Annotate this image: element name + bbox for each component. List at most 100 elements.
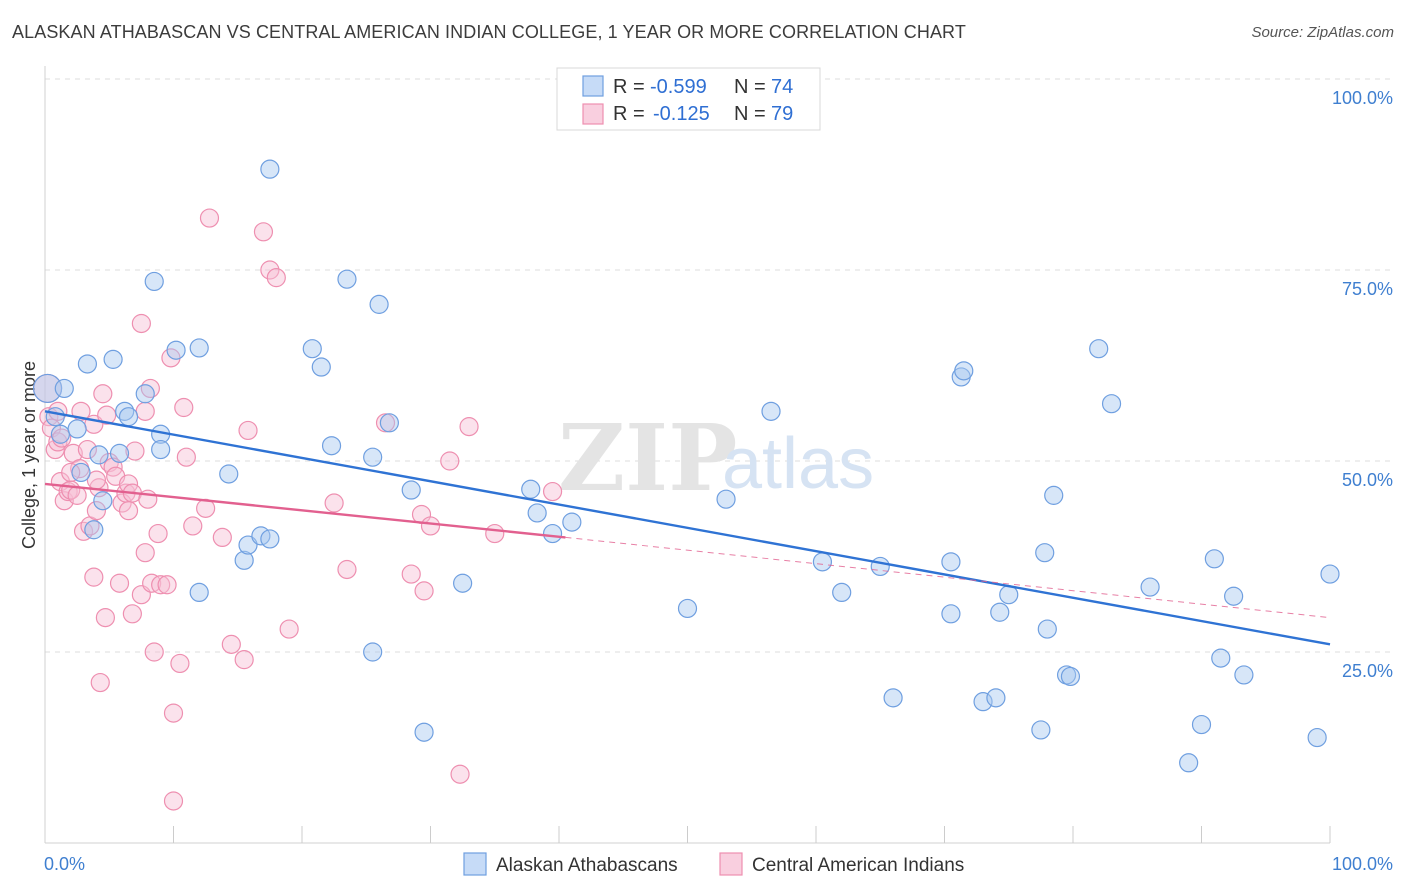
y-axis-label: College, 1 year or more <box>19 361 39 549</box>
blue-point-68 <box>1204 549 1224 569</box>
legend-r-value-2: -0.125 <box>653 103 710 125</box>
pink-point-75 <box>97 405 117 425</box>
x-tick-label-100: 100.0% <box>1332 854 1393 874</box>
blue-point-41 <box>562 512 582 532</box>
blue-point-52 <box>954 361 974 381</box>
blue-point-40 <box>542 523 563 544</box>
blue-point-0 <box>32 373 63 404</box>
axes <box>44 66 1331 844</box>
legend-n-value-2: 79 <box>771 103 793 125</box>
blue-point-34 <box>379 413 399 433</box>
blue-point-5 <box>71 462 91 483</box>
trend-lines <box>44 410 1331 646</box>
pink-point-33 <box>122 604 142 624</box>
blue-point-20 <box>189 582 209 603</box>
pink-point-34 <box>125 441 145 461</box>
pink-point-63 <box>324 493 344 513</box>
pink-point-77 <box>61 462 81 483</box>
pink-point-15 <box>77 439 98 460</box>
blue-point-25 <box>260 529 280 549</box>
pink-point-71 <box>450 764 470 784</box>
pink-point-18 <box>84 567 104 587</box>
blue-point-12 <box>115 401 135 421</box>
blue-point-54 <box>986 688 1006 708</box>
blue-trend-line <box>44 410 1331 646</box>
pink-point-61 <box>279 619 299 639</box>
watermark-zip: ZIP <box>558 404 737 512</box>
chart-title: ALASKAN ATHABASCAN VS CENTRAL AMERICAN I… <box>12 22 966 42</box>
blue-point-58 <box>1035 543 1055 563</box>
pink-point-23 <box>95 608 115 628</box>
pink-point-50 <box>176 447 196 467</box>
blue-point-47 <box>870 556 890 577</box>
blue-point-1 <box>45 407 65 427</box>
pink-point-53 <box>199 208 220 228</box>
blue-point-67 <box>1191 714 1212 735</box>
pink-point-59 <box>260 260 280 280</box>
bottom-legend-label-2: Central American Indians <box>752 855 964 876</box>
blue-point-27 <box>302 339 322 359</box>
blue-point-66 <box>1179 753 1199 773</box>
x-tick-label-0: 0.0% <box>44 854 85 874</box>
blue-point-11 <box>109 443 130 463</box>
watermark-atlas: atlas <box>722 424 874 504</box>
blue-point-42 <box>677 598 698 619</box>
legend-r-label-2: R = <box>613 103 645 125</box>
pink-point-54 <box>212 527 232 548</box>
legend-swatch-blue <box>582 75 604 97</box>
blue-point-69 <box>1211 648 1231 668</box>
y-tick-label-50: 50.0% <box>1342 470 1393 490</box>
pink-point-62 <box>163 791 184 811</box>
pink-point-40 <box>140 378 160 399</box>
pink-point-69 <box>420 516 441 536</box>
pink-point-73 <box>485 523 505 544</box>
pink-point-21 <box>90 672 110 693</box>
pink-trend-line-dashed <box>565 536 1331 619</box>
tick-labels: 100.0% 75.0% 50.0% 25.0% 0.0% 100.0% <box>44 88 1393 874</box>
blue-point-50 <box>941 552 961 572</box>
blue-point-38 <box>521 479 541 499</box>
blue-point-19 <box>189 338 209 358</box>
blue-point-48 <box>883 688 903 708</box>
pink-point-28 <box>112 493 132 513</box>
blue-point-53 <box>973 692 993 712</box>
pink-point-38 <box>135 401 155 421</box>
pink-trend-line <box>44 482 566 539</box>
blue-point-13 <box>118 407 139 427</box>
blue-point-3 <box>50 424 71 444</box>
pink-point-70 <box>440 451 460 471</box>
pink-point-55 <box>221 634 241 654</box>
pink-point-45 <box>157 575 177 595</box>
blue-point-59 <box>1037 619 1057 639</box>
pink-point-48 <box>170 653 190 674</box>
pink-point-36 <box>131 313 151 334</box>
grid-lines <box>45 78 1393 653</box>
source-label: Source: ZipAtlas.com <box>1251 24 1394 41</box>
blue-point-14 <box>135 384 155 404</box>
pink-point-43 <box>148 523 168 544</box>
blue-point-8 <box>89 445 109 465</box>
blue-point-2 <box>54 378 74 399</box>
legend-n-value-1: 74 <box>771 76 793 98</box>
blue-point-70 <box>1224 586 1244 606</box>
blue-point-46 <box>832 582 852 603</box>
blue-point-31 <box>363 642 383 662</box>
pink-point-47 <box>163 703 184 723</box>
blue-point-15 <box>144 271 164 292</box>
blue-point-26 <box>260 159 280 179</box>
blue-point-18 <box>166 340 186 360</box>
pink-point-57 <box>238 420 258 441</box>
pink-point-22 <box>93 384 113 404</box>
blue-point-37 <box>453 573 473 593</box>
pink-point-66 <box>401 564 421 584</box>
blue-point-73 <box>1320 564 1340 584</box>
legend-r-value-1: -0.599 <box>650 76 707 98</box>
blue-point-17 <box>151 439 171 460</box>
pink-point-72 <box>459 417 479 437</box>
blue-point-55 <box>990 602 1010 622</box>
pink-point-37 <box>135 543 155 563</box>
pink-point-42 <box>144 642 164 662</box>
blue-point-71 <box>1234 665 1254 685</box>
blue-point-29 <box>321 436 342 456</box>
blue-point-28 <box>311 357 331 377</box>
